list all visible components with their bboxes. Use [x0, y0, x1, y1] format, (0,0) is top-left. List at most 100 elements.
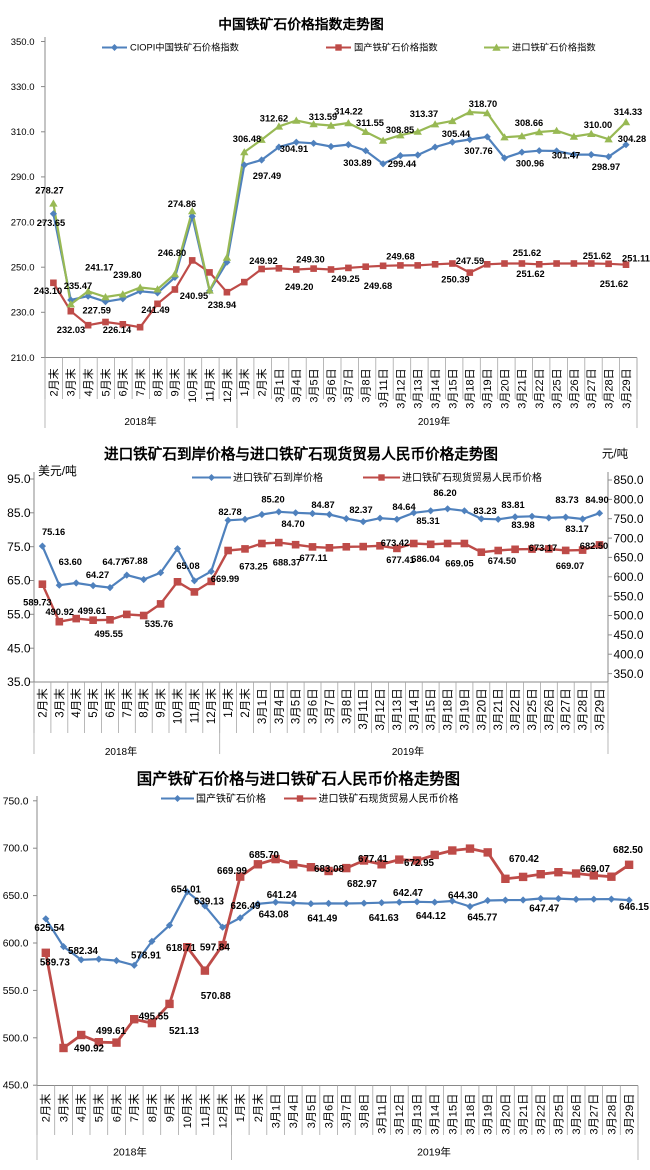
svg-text:83.81: 83.81: [501, 500, 524, 510]
svg-text:673.25: 673.25: [239, 562, 267, 572]
svg-text:800.0: 800.0: [614, 493, 644, 507]
svg-text:570.88: 570.88: [201, 991, 232, 1002]
svg-text:64.77: 64.77: [102, 557, 125, 567]
svg-text:进口铁矿石价格指数: 进口铁矿石价格指数: [512, 42, 596, 53]
svg-text:3月14日: 3月14日: [409, 688, 421, 730]
svg-text:2月末: 2月末: [254, 368, 268, 396]
svg-text:650.0: 650.0: [3, 891, 29, 902]
svg-text:2月末: 2月末: [39, 1094, 53, 1123]
svg-text:3月12日: 3月12日: [375, 688, 387, 730]
svg-text:进口铁矿石到岸价格: 进口铁矿石到岸价格: [233, 471, 323, 484]
svg-text:3月19日: 3月19日: [483, 1094, 495, 1135]
svg-text:83.73: 83.73: [555, 495, 578, 505]
svg-text:2019年: 2019年: [418, 415, 450, 428]
svg-text:318.70: 318.70: [469, 99, 497, 109]
svg-text:274.86: 274.86: [168, 199, 196, 209]
svg-text:9月末: 9月末: [162, 1094, 176, 1123]
svg-text:238.94: 238.94: [208, 300, 237, 310]
svg-text:247.59: 247.59: [456, 256, 484, 266]
svg-text:2月末: 2月末: [251, 1094, 265, 1123]
svg-text:670.42: 670.42: [509, 854, 540, 865]
svg-text:3月14日: 3月14日: [430, 1094, 442, 1135]
svg-text:75.16: 75.16: [42, 527, 65, 537]
svg-text:669.07: 669.07: [556, 561, 584, 571]
svg-text:669.07: 669.07: [580, 864, 611, 875]
svg-text:3月1日: 3月1日: [274, 368, 286, 402]
svg-text:3月26日: 3月26日: [569, 368, 581, 408]
svg-text:641.24: 641.24: [267, 890, 298, 901]
svg-text:654.01: 654.01: [171, 885, 202, 896]
svg-text:499.61: 499.61: [78, 606, 106, 616]
svg-text:95.0: 95.0: [7, 472, 31, 486]
svg-text:301.47: 301.47: [552, 151, 580, 161]
svg-text:582.34: 582.34: [68, 946, 99, 957]
svg-text:3月18日: 3月18日: [443, 688, 455, 730]
svg-text:300.96: 300.96: [516, 159, 544, 169]
svg-text:750.0: 750.0: [3, 796, 29, 807]
svg-text:499.61: 499.61: [96, 1026, 127, 1037]
svg-text:10月末: 10月末: [180, 1094, 194, 1129]
svg-text:597.84: 597.84: [200, 942, 231, 953]
svg-text:进口铁矿石现货贸易人民币价格: 进口铁矿石现货贸易人民币价格: [319, 792, 459, 805]
svg-text:5月末: 5月末: [86, 688, 100, 718]
svg-text:85.20: 85.20: [261, 495, 284, 505]
svg-text:450.0: 450.0: [614, 628, 644, 642]
svg-text:3月11日: 3月11日: [358, 688, 370, 729]
svg-text:625.54: 625.54: [34, 923, 65, 934]
svg-text:210.0: 210.0: [11, 353, 35, 364]
svg-text:241.17: 241.17: [85, 263, 113, 273]
svg-text:12月末: 12月末: [215, 1094, 229, 1129]
svg-text:235.47: 235.47: [64, 281, 92, 291]
svg-text:313.37: 313.37: [410, 109, 438, 119]
svg-text:3月5日: 3月5日: [309, 368, 321, 402]
svg-text:290.0: 290.0: [11, 172, 35, 183]
svg-text:3月19日: 3月19日: [482, 368, 494, 408]
svg-text:5月末: 5月末: [92, 1094, 106, 1123]
svg-text:314.22: 314.22: [334, 107, 362, 117]
svg-text:6月末: 6月末: [103, 688, 117, 718]
svg-text:84.64: 84.64: [392, 502, 416, 512]
svg-text:500.0: 500.0: [3, 1033, 29, 1044]
svg-text:82.37: 82.37: [349, 505, 372, 515]
svg-text:2018年: 2018年: [105, 745, 137, 758]
svg-text:3月20日: 3月20日: [476, 688, 488, 730]
svg-text:11月末: 11月末: [198, 1094, 212, 1128]
svg-text:299.44: 299.44: [388, 159, 417, 169]
svg-text:3月6日: 3月6日: [308, 688, 320, 724]
svg-text:647.47: 647.47: [529, 904, 560, 915]
svg-text:450.0: 450.0: [3, 1081, 29, 1092]
svg-text:国产铁矿石价格指数: 国产铁矿石价格指数: [354, 42, 438, 53]
svg-text:3月28日: 3月28日: [606, 1094, 618, 1135]
svg-text:2019年: 2019年: [392, 745, 424, 758]
svg-text:750.0: 750.0: [614, 512, 644, 526]
svg-text:35.0: 35.0: [7, 675, 31, 689]
svg-text:65.08: 65.08: [176, 561, 199, 571]
svg-text:8月末: 8月末: [145, 1094, 159, 1123]
svg-text:11月末: 11月末: [187, 688, 201, 723]
svg-text:2月末: 2月末: [238, 688, 252, 718]
svg-text:6月末: 6月末: [109, 1094, 123, 1123]
svg-text:650.0: 650.0: [614, 551, 644, 565]
svg-text:550.0: 550.0: [614, 589, 644, 603]
svg-text:3月14日: 3月14日: [430, 368, 442, 408]
svg-text:85.0: 85.0: [7, 506, 31, 520]
svg-text:642.47: 642.47: [393, 888, 424, 899]
svg-text:645.77: 645.77: [467, 912, 498, 923]
svg-text:3月22日: 3月22日: [536, 1094, 548, 1135]
svg-text:700.0: 700.0: [614, 531, 644, 545]
svg-text:685.70: 685.70: [249, 850, 280, 861]
svg-text:243.10: 243.10: [34, 286, 62, 296]
svg-text:美元/吨: 美元/吨: [38, 464, 77, 478]
svg-text:308.66: 308.66: [515, 118, 543, 128]
svg-text:521.13: 521.13: [169, 1026, 200, 1037]
svg-text:3月25日: 3月25日: [551, 368, 563, 408]
svg-text:9月末: 9月末: [168, 368, 182, 396]
svg-text:226.14: 226.14: [103, 325, 132, 335]
svg-text:669.05: 669.05: [445, 559, 473, 569]
svg-text:8月末: 8月末: [150, 368, 164, 396]
svg-text:4月末: 4月末: [69, 688, 83, 718]
svg-text:2月末: 2月末: [35, 688, 49, 718]
svg-text:3月27日: 3月27日: [586, 368, 598, 408]
svg-text:251.11: 251.11: [622, 254, 650, 264]
svg-text:249.68: 249.68: [364, 281, 392, 291]
